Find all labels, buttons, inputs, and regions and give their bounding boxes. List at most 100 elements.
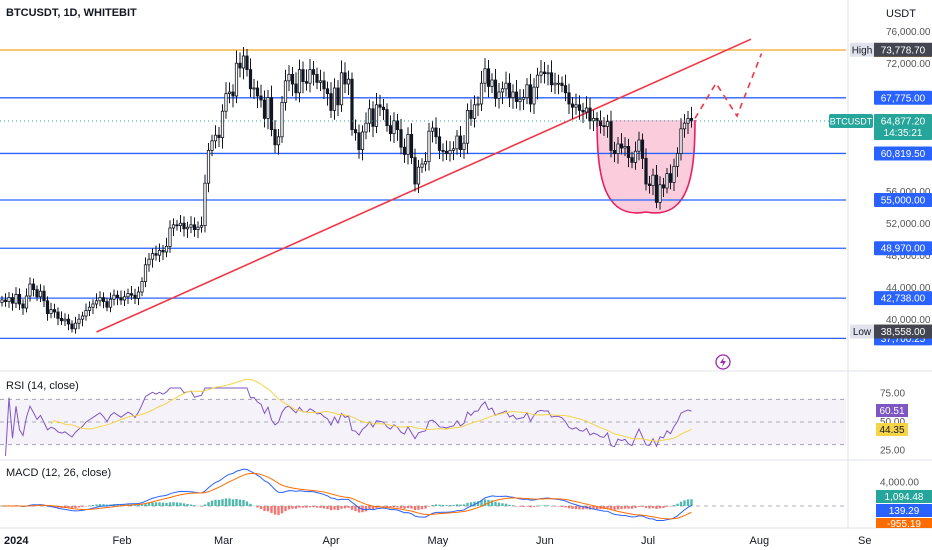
candle-body bbox=[661, 184, 666, 189]
macd-hist-bar bbox=[322, 506, 326, 509]
candle-body bbox=[616, 143, 620, 154]
low-tag bbox=[850, 324, 874, 339]
candle-body bbox=[290, 74, 295, 85]
candle-body bbox=[388, 125, 393, 134]
candle-body bbox=[518, 98, 522, 102]
macd-hist-bar bbox=[417, 506, 420, 510]
candle-body bbox=[63, 318, 67, 322]
macd-hist-bar bbox=[658, 506, 662, 509]
macd-hist-bar bbox=[686, 499, 690, 506]
signal-value-label: -955.19 bbox=[887, 519, 921, 530]
macd-hist-bar bbox=[637, 506, 641, 507]
month-label: Jun bbox=[536, 535, 554, 547]
macd-hist-bar bbox=[263, 506, 266, 512]
candle-body bbox=[444, 150, 449, 154]
candle-body bbox=[171, 224, 176, 229]
candle-body bbox=[189, 224, 193, 228]
macd-hist-bar bbox=[434, 504, 438, 506]
macd-hist-bar bbox=[438, 504, 441, 506]
macd-hist-bar bbox=[252, 505, 256, 507]
month-label: 2024 bbox=[4, 535, 29, 547]
candle-body bbox=[329, 93, 333, 111]
candle-body bbox=[105, 301, 109, 308]
candle-body bbox=[150, 253, 155, 260]
candles bbox=[0, 47, 694, 334]
candle-body bbox=[472, 104, 477, 119]
candle-body bbox=[87, 306, 92, 311]
candle-body bbox=[77, 318, 81, 324]
rsi-band bbox=[0, 399, 846, 445]
macd-hist-bar bbox=[515, 506, 518, 507]
candle-body bbox=[38, 290, 43, 298]
candle-body bbox=[682, 122, 687, 130]
candle-body bbox=[108, 298, 113, 308]
macd-hist-bar bbox=[91, 504, 95, 506]
trend-line bbox=[96, 38, 752, 333]
candle-body bbox=[581, 110, 585, 113]
level-price-tag bbox=[874, 291, 932, 306]
macd-hist-bar bbox=[396, 506, 399, 508]
candle-body bbox=[539, 71, 543, 76]
level-price-label: 55,000.00 bbox=[881, 196, 926, 207]
candle-body bbox=[532, 86, 536, 105]
candle-body bbox=[304, 81, 309, 84]
macd-hist-bar bbox=[634, 506, 637, 509]
macd-hist-bar bbox=[623, 506, 627, 509]
candle-body bbox=[70, 323, 74, 330]
macd-hist-bar bbox=[158, 502, 161, 506]
macd-hist-bar bbox=[371, 506, 375, 510]
candle-body bbox=[455, 135, 459, 150]
macd-hist-bar bbox=[595, 506, 599, 510]
candle-body bbox=[434, 127, 438, 138]
candle-body bbox=[675, 153, 680, 167]
macd-hist-bar bbox=[137, 505, 140, 506]
candle-body bbox=[294, 83, 298, 94]
macd-hist-bar bbox=[67, 506, 70, 509]
candle-body bbox=[178, 222, 183, 226]
candle-body bbox=[220, 110, 225, 138]
macd-hist-bar bbox=[641, 506, 644, 507]
macd-hist-bar bbox=[336, 506, 340, 511]
candle-body bbox=[553, 82, 557, 86]
candle-body bbox=[35, 289, 39, 298]
macd-hist-bar bbox=[105, 504, 109, 506]
macd-hist-bar bbox=[364, 506, 368, 512]
macd-hist-bar bbox=[455, 504, 459, 506]
candle-body bbox=[196, 226, 200, 230]
candle-body bbox=[185, 226, 190, 230]
candle-body bbox=[500, 88, 505, 93]
macd-hist-label: 1,094.48 bbox=[885, 492, 924, 503]
level-price-label: 42,738.00 bbox=[881, 294, 926, 305]
cup-outline bbox=[596, 119, 696, 214]
macd-value-tag bbox=[876, 504, 932, 517]
macd-hist-bar bbox=[357, 506, 361, 513]
macd-hist-bar bbox=[420, 506, 424, 510]
candle-body bbox=[49, 309, 53, 315]
signal-line bbox=[1, 472, 692, 520]
candle-body bbox=[199, 225, 204, 228]
candle-body bbox=[427, 130, 431, 162]
macd-hist-bar bbox=[525, 506, 529, 507]
candle-body bbox=[511, 91, 515, 98]
candle-body bbox=[560, 82, 564, 86]
candle-body bbox=[497, 91, 501, 99]
candle-body bbox=[84, 309, 88, 317]
macd-hist-bar bbox=[207, 502, 210, 506]
candle-body bbox=[115, 294, 120, 299]
macd-hist-bar bbox=[84, 506, 88, 507]
macd-hist-bar bbox=[683, 500, 686, 506]
candle-body bbox=[644, 157, 648, 185]
macd-hist-bar bbox=[459, 504, 462, 506]
candle-body bbox=[73, 322, 78, 330]
candle-body bbox=[325, 88, 330, 95]
candle-body bbox=[605, 121, 610, 127]
candle-body bbox=[476, 103, 480, 106]
level-price-label: 67,775.00 bbox=[881, 93, 926, 104]
macd-hist-bar bbox=[165, 502, 168, 506]
candle-body bbox=[353, 129, 358, 134]
macd-hist-bar bbox=[182, 503, 186, 506]
macd-hist-bar bbox=[441, 504, 445, 506]
month-label: Apr bbox=[323, 535, 340, 547]
candle-body bbox=[378, 104, 382, 108]
